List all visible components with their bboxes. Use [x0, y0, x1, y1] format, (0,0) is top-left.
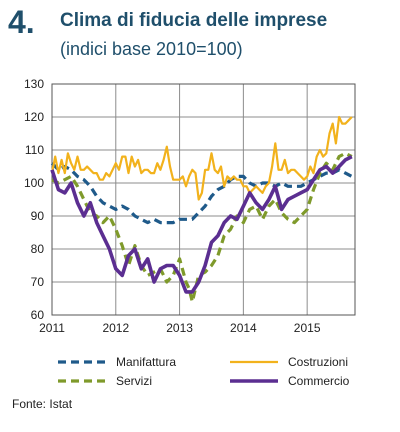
legend-label-servizi: Servizi: [116, 374, 152, 388]
legend: Manifattura Costruzioni Servizi Commercio: [58, 355, 350, 388]
y-tick-label: 110: [25, 143, 44, 157]
axes: 60 70 80 90 100 110 120 130 2011 2012 2013 2014 2015: [24, 77, 356, 335]
y-tick-label: 60: [31, 308, 45, 322]
x-tick-label: 2015: [294, 321, 321, 335]
y-tick-label: 70: [31, 275, 45, 289]
legend-label-costruzioni: Costruzioni: [288, 355, 348, 369]
series-line-costruzioni: [50, 115, 353, 201]
y-tick-label: 130: [24, 77, 44, 91]
legend-label-commercio: Commercio: [288, 374, 350, 388]
series-line-commercio: [50, 155, 353, 294]
figure-number: 4.: [8, 4, 35, 40]
x-tick-label: 2011: [39, 321, 65, 335]
y-tick-label: 100: [24, 176, 44, 190]
plot-frame: [51, 83, 356, 316]
legend-label-manifattura: Manifattura: [116, 355, 176, 369]
series-line-servizi: [51, 151, 353, 304]
x-tick-label: 2012: [102, 321, 129, 335]
y-tick-label: 90: [31, 209, 45, 223]
x-tick-label: 2013: [166, 321, 193, 335]
y-tick-label: 120: [24, 110, 44, 124]
series-lines: [50, 115, 353, 304]
source-note: Fonte: Istat: [12, 397, 73, 411]
chart-subtitle: (indici base 2010=100): [60, 39, 243, 59]
chart-title: Clima di fiducia delle imprese: [60, 10, 328, 31]
series-line-manifattura: [50, 162, 353, 225]
y-tick-label: 80: [31, 242, 45, 256]
x-tick-label: 2014: [230, 321, 257, 335]
figure-header: 4. Clima di fiducia delle imprese (indic…: [8, 4, 398, 70]
